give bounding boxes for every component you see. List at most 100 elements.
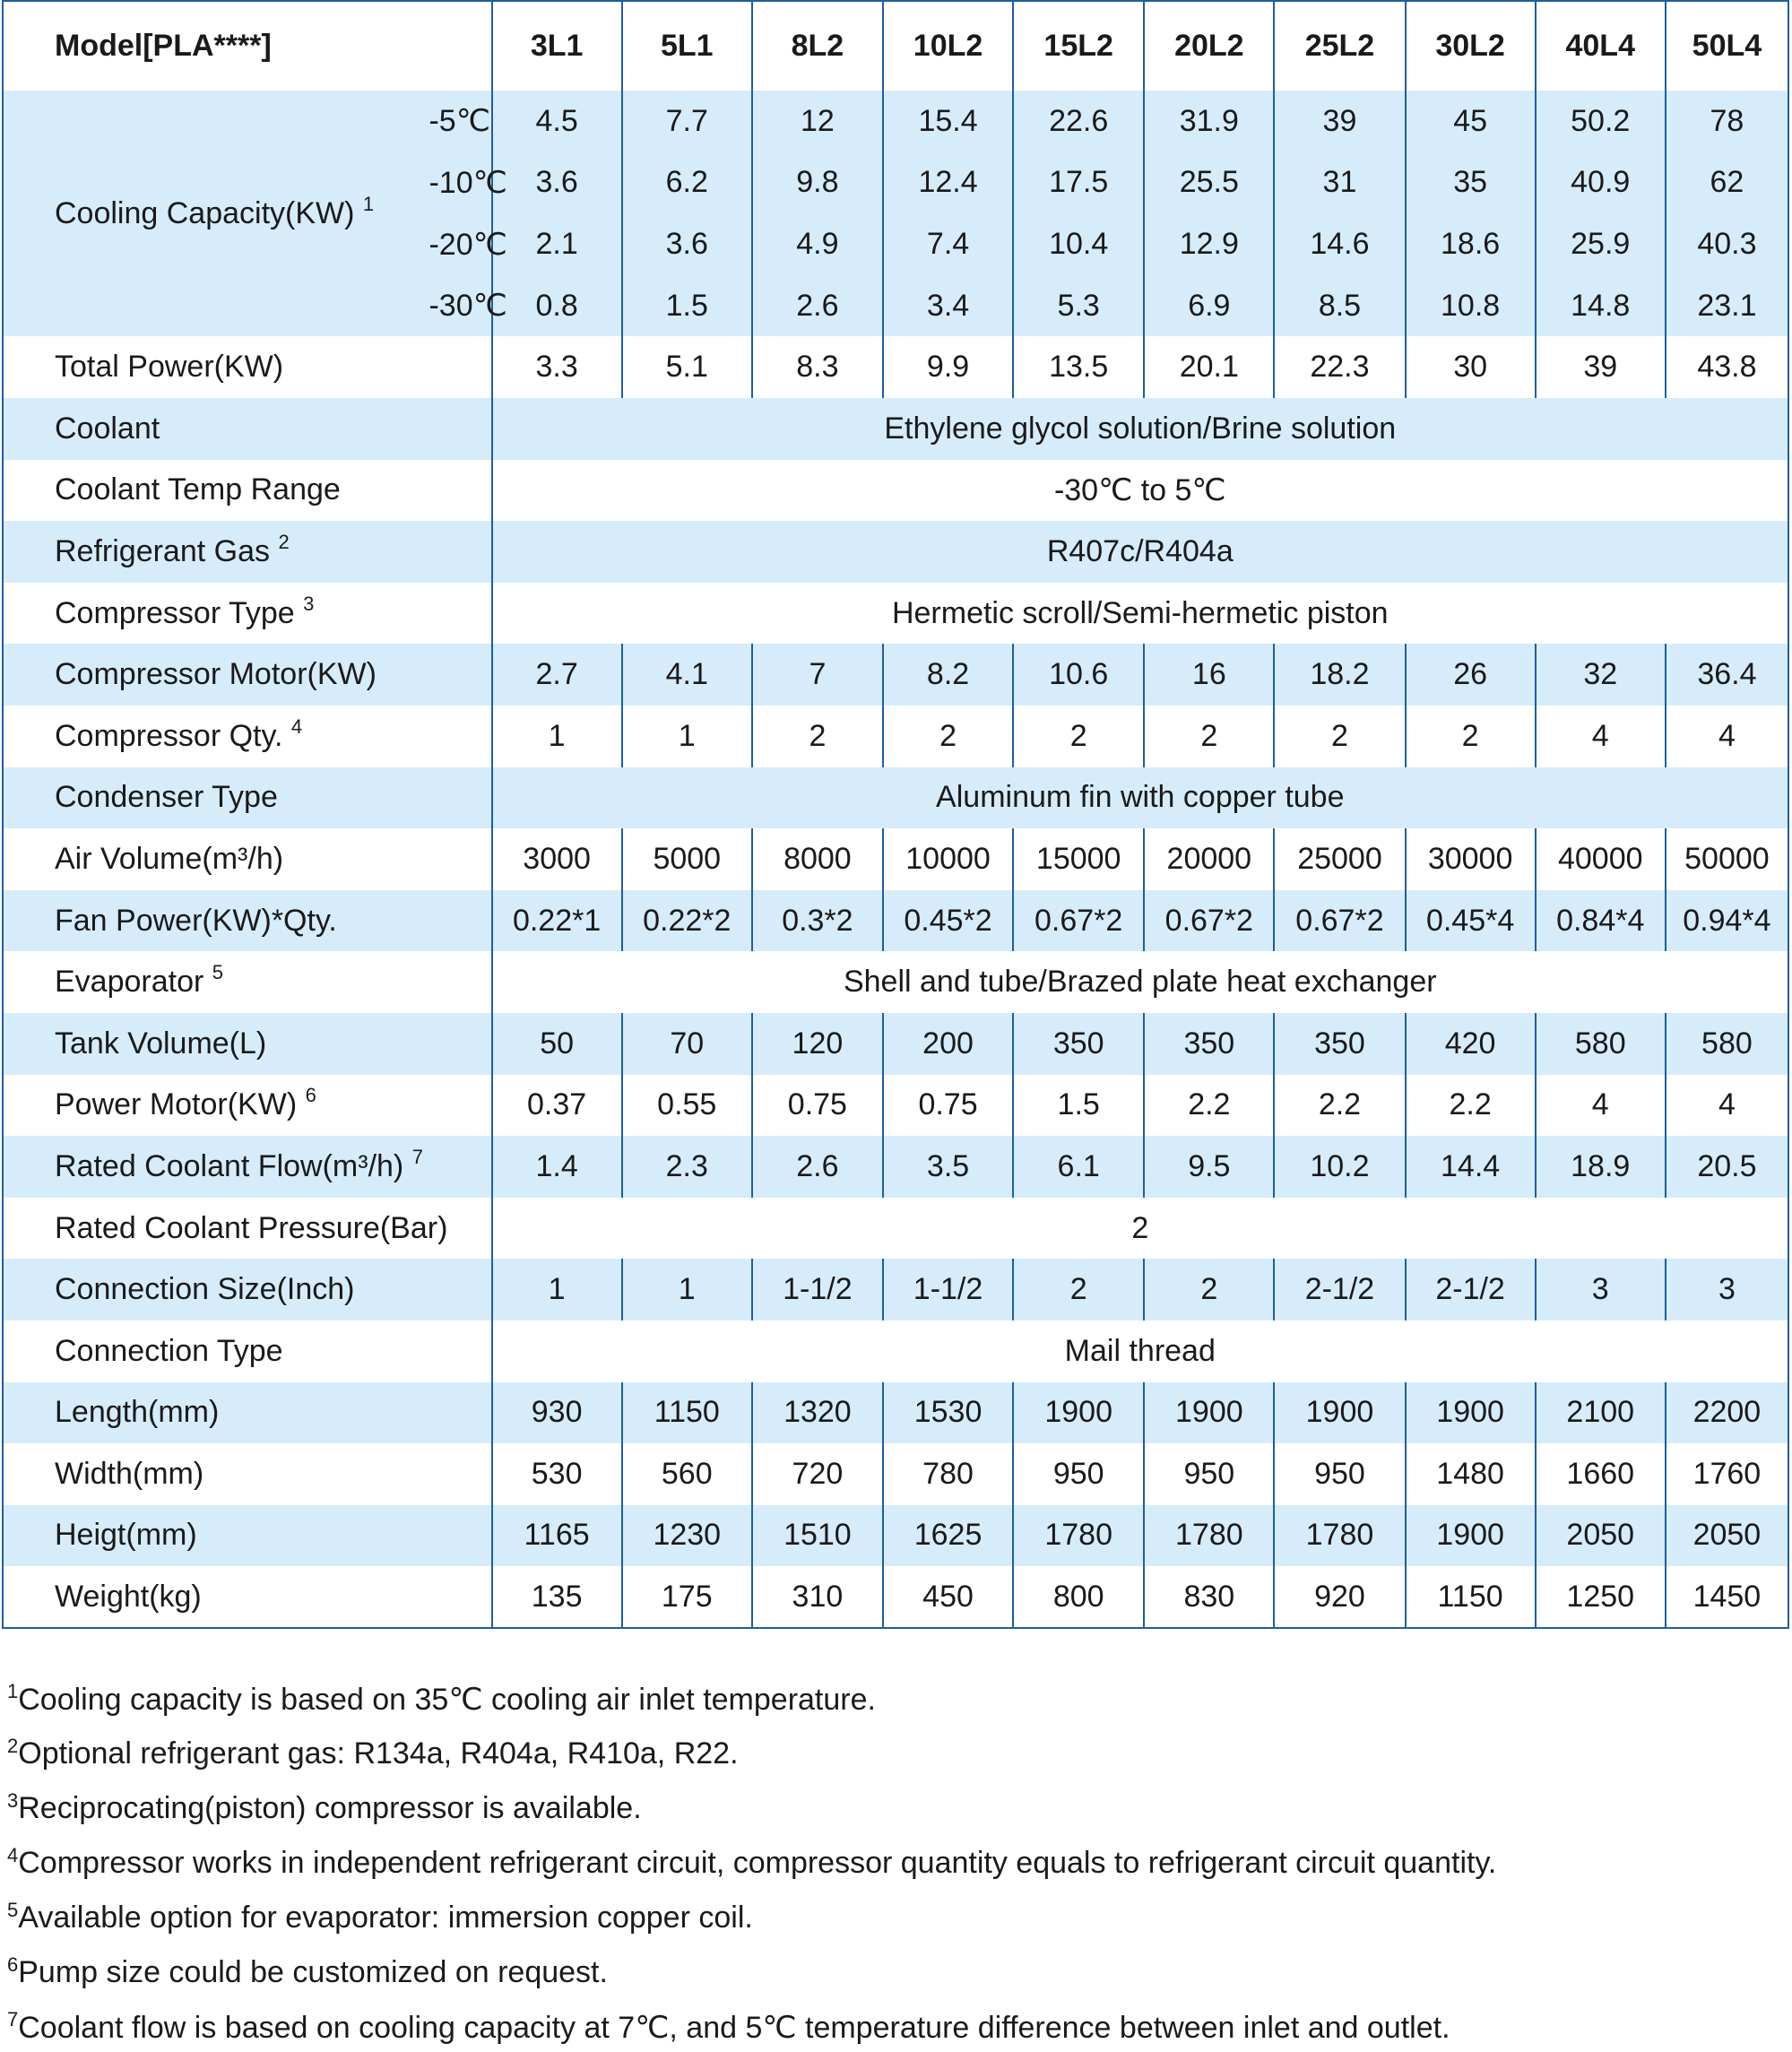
table-cell: 26 — [1404, 644, 1536, 706]
table-cell: 4 — [1534, 705, 1666, 767]
footnote-5: 5Available option for evaporator: immers… — [7, 1899, 753, 1935]
table-cell: 2.2 — [1143, 1074, 1275, 1137]
table-cell: 800 — [1012, 1566, 1145, 1628]
table-cell: 2-1/2 — [1273, 1259, 1406, 1320]
table-cell: 1780 — [1143, 1504, 1275, 1567]
table-row: Connection Size(Inch) 1 1 1-1/2 1-1/2 2 2 2-1/2… — [3, 1259, 1788, 1320]
table-cell: 1780 — [1273, 1504, 1406, 1567]
table-row: Condenser Type Aluminum fin with copper t… — [3, 766, 1788, 829]
table-cell: 6.2 — [620, 152, 752, 214]
table-cell: 9.8 — [750, 152, 883, 214]
table-cell: 350 — [1143, 1012, 1275, 1075]
footnote-2: 2Optional refrigerant gas: R134a, R404a,… — [7, 1735, 739, 1771]
table-cell: 135 — [490, 1566, 622, 1628]
table-cell: 1-1/2 — [750, 1259, 883, 1320]
table-cell: 25.5 — [1143, 152, 1275, 214]
table-cell: 560 — [620, 1443, 752, 1505]
table-cell: 14.4 — [1404, 1136, 1536, 1198]
table-cell: 3000 — [490, 828, 622, 890]
table-cell: 0.22*1 — [490, 889, 622, 952]
footnote-text: Cooling capacity is based on 35℃ cooling… — [18, 1683, 876, 1717]
table-cell: 12.9 — [1143, 213, 1275, 275]
footnote-number: 2 — [7, 1735, 19, 1757]
condenser-type-label: Condenser Type — [3, 766, 492, 829]
footnote-1: 1Cooling capacity is based on 35℃ coolin… — [7, 1680, 876, 1718]
footnote-number: 4 — [7, 1844, 19, 1866]
footnote-number: 6 — [7, 1953, 19, 1976]
footnote-4: 4Compressor works in independent refrige… — [7, 1844, 1497, 1881]
table-cell: 950 — [1012, 1443, 1145, 1505]
table-cell: 18.9 — [1534, 1136, 1666, 1198]
table-row: Length(mm) 930 1150 1320 1530 1900 1900 1900 190… — [3, 1381, 1788, 1444]
table-cell: 50.2 — [1534, 91, 1666, 152]
table-cell: 1760 — [1664, 1443, 1788, 1505]
table-row: Compressor Type 3 Hermetic scroll/Semi-he… — [3, 582, 1788, 645]
table-cell: 1250 — [1534, 1566, 1666, 1628]
table-cell: 8.3 — [750, 336, 883, 398]
table-cell: 175 — [620, 1566, 752, 1628]
table-cell: 950 — [1143, 1443, 1275, 1505]
table-cell: 4.9 — [750, 213, 883, 275]
power-motor-kw-label: Power Motor(KW) 6 — [3, 1074, 492, 1137]
table-cell: 1900 — [1012, 1381, 1145, 1444]
table-cell: 0.75 — [881, 1074, 1014, 1137]
table-cell: 1510 — [750, 1504, 883, 1567]
table-cell: 43.8 — [1664, 336, 1788, 398]
table-row: Connection Type Mail thread — [3, 1320, 1788, 1382]
header-row: Model[PLA****] 3L1 5L1 8L2 10L2 15L2 20L2 25L2… — [3, 1, 1788, 91]
air-volume-m-h-label: Air Volume(m³/h) — [3, 828, 492, 890]
table-cell: 1 — [620, 1259, 752, 1320]
table-cell: 1 — [490, 705, 622, 767]
table-cell: 0.67*2 — [1012, 889, 1145, 952]
table-cell: 6.9 — [1143, 274, 1275, 337]
footnote-number: 5 — [7, 1899, 19, 1921]
table-cell: 1900 — [1143, 1381, 1275, 1444]
table-cell: 17.5 — [1012, 152, 1145, 214]
evaporator-value: Shell and tube/Brazed plate heat exchang… — [490, 951, 1788, 1013]
footnote-ref: 2 — [278, 530, 290, 553]
footnote-text: Pump size could be customized on request… — [18, 1955, 608, 1989]
table-cell: 15000 — [1012, 828, 1145, 890]
temp-label: -20℃ — [429, 213, 507, 275]
table-cell: 1900 — [1404, 1381, 1536, 1444]
model-5l1: 5L1 — [620, 1, 752, 91]
table-cell: 50 — [490, 1012, 622, 1075]
compressor-type-value: Hermetic scroll/Semi-hermetic piston — [490, 582, 1788, 645]
table-cell: 0.84*4 — [1534, 889, 1666, 952]
footnote-ref: 4 — [290, 714, 303, 738]
table-cell: 10.8 — [1404, 274, 1536, 337]
table-cell: 32 — [1534, 644, 1666, 706]
table-cell: 1.5 — [620, 274, 752, 337]
table-cell: 8.5 — [1273, 274, 1406, 337]
footnote-text: Compressor works in independent refriger… — [18, 1846, 1497, 1880]
table-cell: 5.1 — [620, 336, 752, 398]
table-cell: 2100 — [1534, 1381, 1666, 1444]
table-cell: 4 — [1664, 1074, 1788, 1137]
table-cell: 3.3 — [490, 336, 622, 398]
model-8l2: 8L2 — [750, 1, 883, 91]
table-row: Weight(kg) 135 175 310 450 800 830 920 1150 1250 1… — [3, 1566, 1788, 1628]
spec-table: Model[PLA****] 3L1 5L1 8L2 10L2 15L2 20L2 25L2… — [2, 0, 1789, 1629]
table-cell: 10.6 — [1012, 644, 1145, 706]
table-cell: 4.1 — [620, 644, 752, 706]
table-cell: 8.2 — [881, 644, 1014, 706]
footnote-3: 3Reciprocating(piston) compressor is ava… — [7, 1789, 642, 1826]
table-cell: 22.3 — [1273, 336, 1406, 398]
table-cell: 14.8 — [1534, 274, 1666, 337]
table-cell: 10.4 — [1012, 213, 1145, 275]
table-cell: 2 — [1273, 705, 1406, 767]
table-cell: 0.8 — [490, 274, 622, 337]
temp-label: -30℃ — [429, 274, 507, 337]
table-cell: 2 — [1143, 1259, 1275, 1320]
cooling-capacity-row: -10℃ 3.6 6.2 9.8 12.4 17.5 25.5 31 35 40.9 62 — [3, 152, 1788, 214]
table-cell: 4 — [1534, 1074, 1666, 1137]
table-cell: 0.67*2 — [1143, 889, 1275, 952]
temp-label: -5℃ — [429, 91, 492, 152]
refrigerant-gas-label: Refrigerant Gas 2 — [3, 521, 492, 583]
table-cell: 1.5 — [1012, 1074, 1145, 1137]
compressor-qty-label: Compressor Qty. 4 — [3, 705, 492, 767]
table-row: Coolant Ethylene glycol solution/Brine so… — [3, 398, 1788, 460]
table-cell: 3.4 — [881, 274, 1014, 337]
table-cell: 450 — [881, 1566, 1014, 1628]
table-cell: 40000 — [1534, 828, 1666, 890]
